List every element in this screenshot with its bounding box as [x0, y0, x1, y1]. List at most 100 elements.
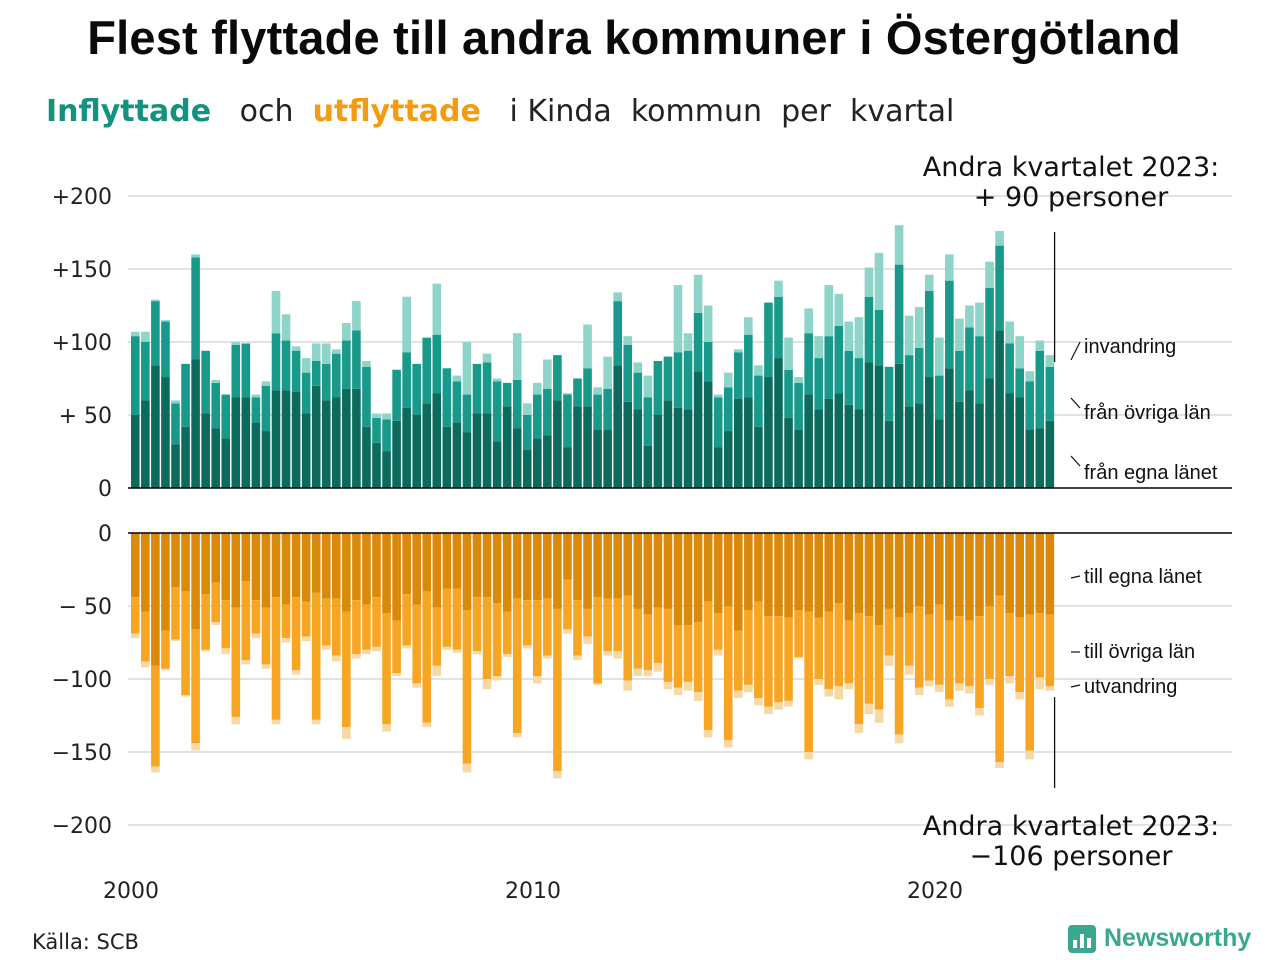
bar-out-other	[924, 614, 934, 681]
bar-out-own	[512, 533, 522, 599]
bar-in-other	[935, 375, 944, 420]
bar-out-own	[492, 533, 502, 604]
bar-out-abroad	[935, 684, 944, 693]
bar-in-other	[824, 336, 834, 399]
bar-in-abroad	[1025, 371, 1035, 382]
bar-in-other	[834, 325, 844, 394]
bar-out-other	[703, 601, 713, 731]
bar-in-other	[754, 375, 763, 427]
bar-in-other	[332, 353, 341, 398]
bar-in-own	[362, 426, 371, 488]
bar-out-own	[904, 533, 914, 614]
bar-in-other	[985, 287, 994, 379]
bar-out-other	[663, 608, 673, 682]
y-tick-label-top: +100	[52, 331, 112, 356]
bar-in-abroad	[914, 306, 924, 348]
bar-in-own	[563, 447, 572, 488]
bar-out-own	[301, 533, 311, 602]
bar-in-abroad	[402, 296, 411, 353]
label-till-egna-lanet: till egna länet	[1084, 566, 1202, 588]
bar-in-other	[171, 403, 180, 445]
bar-out-abroad	[603, 651, 612, 656]
bar-out-other	[734, 630, 743, 691]
bar-in-own	[794, 429, 803, 488]
bar-in-own	[764, 377, 773, 488]
bar-out-own	[261, 533, 271, 608]
bar-in-abroad	[563, 393, 572, 395]
bar-out-abroad	[342, 727, 351, 739]
label-utvandring-leader	[1070, 684, 1081, 688]
bar-out-other	[342, 611, 351, 728]
bar-out-other	[1025, 614, 1035, 751]
bar-in-own	[985, 378, 994, 488]
bar-in-other	[392, 369, 401, 421]
bar-in-own	[171, 444, 180, 488]
bar-in-own	[663, 400, 673, 488]
bar-in-other	[593, 394, 602, 430]
bar-in-own	[151, 365, 160, 488]
y-tick-label-bottom: − 50	[59, 595, 112, 620]
bar-out-own	[864, 533, 874, 617]
bar-out-abroad	[985, 679, 994, 685]
bar-out-other	[593, 597, 602, 684]
bar-in-other	[673, 352, 683, 408]
bar-in-other	[211, 382, 220, 429]
bar-out-own	[271, 533, 281, 598]
bar-in-other	[442, 368, 452, 427]
bar-out-own	[774, 533, 783, 617]
bar-out-abroad	[402, 645, 411, 649]
bar-out-other	[1045, 614, 1055, 687]
bar-out-other	[161, 630, 170, 669]
bar-out-other	[181, 591, 190, 696]
bar-out-own	[1035, 533, 1045, 614]
bar-in-other	[492, 381, 502, 442]
bar-in-own	[653, 415, 663, 488]
bar-in-other	[784, 369, 793, 418]
bar-out-own	[533, 533, 542, 601]
bar-out-other	[402, 594, 411, 646]
bar-out-abroad	[271, 719, 281, 725]
bar-in-abroad	[904, 315, 914, 356]
bar-out-abroad	[392, 673, 401, 677]
bar-out-own	[573, 533, 582, 601]
bar-out-abroad	[261, 664, 271, 669]
bar-out-other	[151, 665, 160, 767]
bar-in-abroad	[874, 252, 884, 310]
y-tick-label-top: +200	[52, 185, 112, 210]
bar-out-abroad	[533, 676, 542, 684]
bar-in-other	[131, 336, 140, 415]
bar-out-abroad	[593, 683, 602, 685]
bar-out-other	[1015, 617, 1024, 693]
bar-out-own	[171, 533, 180, 588]
bar-out-own	[834, 533, 844, 604]
bar-out-abroad	[422, 722, 432, 728]
bar-in-own	[864, 362, 874, 488]
bar-out-other	[201, 594, 210, 650]
bar-out-own	[482, 533, 492, 598]
bar-out-abroad	[241, 660, 251, 665]
bar-out-abroad	[191, 743, 200, 751]
bar-in-own	[744, 397, 753, 488]
bar-in-own	[342, 388, 351, 488]
bar-in-abroad	[693, 274, 703, 313]
bar-in-abroad	[774, 280, 783, 297]
label-fran-ovriga-lan: från övriga län	[1084, 402, 1211, 424]
bar-in-own	[774, 358, 783, 488]
bar-in-abroad	[271, 290, 281, 334]
bar-in-other	[653, 360, 663, 415]
bar-in-own	[633, 409, 643, 488]
bar-in-other	[1045, 366, 1055, 421]
bar-out-abroad	[804, 752, 813, 760]
bar-out-other	[864, 616, 874, 704]
bar-out-other	[432, 607, 442, 666]
bar-in-other	[814, 358, 823, 410]
bar-out-own	[321, 533, 331, 599]
bar-out-own	[633, 533, 643, 609]
bar-in-other	[553, 355, 562, 401]
bar-in-own	[703, 381, 713, 488]
bar-in-other	[914, 347, 924, 404]
bar-out-own	[402, 533, 411, 595]
bar-out-other	[352, 600, 361, 655]
bar-out-abroad	[502, 654, 512, 658]
bar-out-abroad	[522, 645, 532, 649]
